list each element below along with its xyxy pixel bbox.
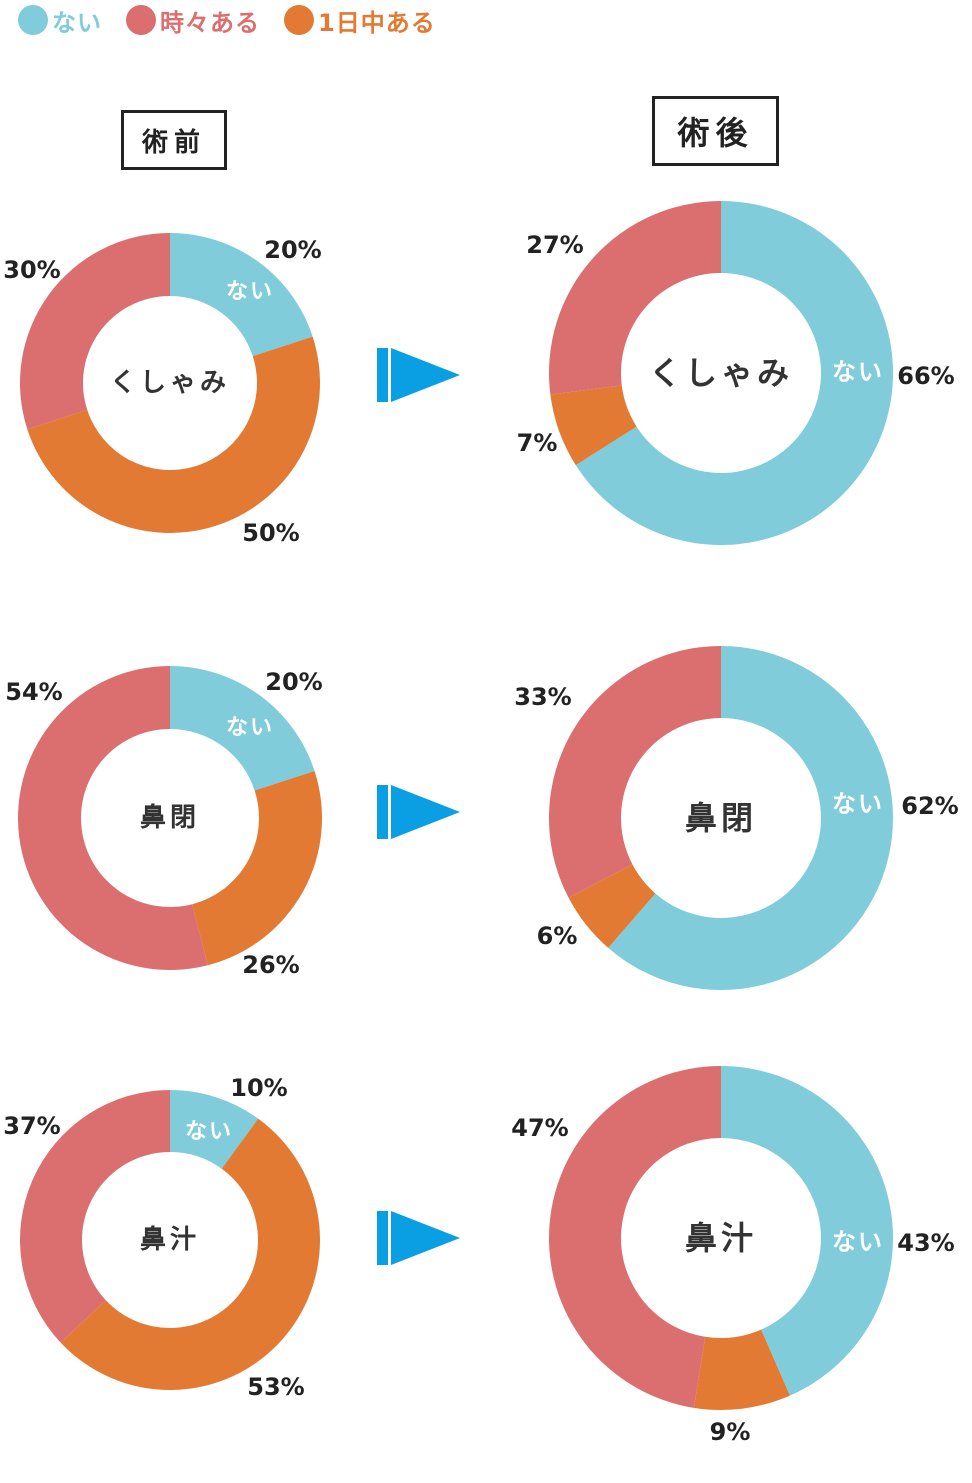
data-label-none: 62%: [901, 792, 958, 820]
donut-chart-4: 鼻閉 62% 6% 33% ない: [514, 646, 959, 990]
donut-chart-1: くしゃみ 20% 50% 30% ない: [3, 233, 322, 547]
slice-sometimes: [20, 233, 170, 430]
center-label: 鼻汁: [685, 1219, 757, 1257]
center-label: くしゃみ: [649, 354, 793, 392]
slice-none: [170, 666, 315, 791]
data-label-none: 10%: [230, 1074, 287, 1102]
arrow-icon: [377, 785, 460, 839]
data-label-all-day: 53%: [247, 1373, 304, 1401]
slice-all-day: [550, 385, 637, 466]
slice-none: [170, 233, 313, 357]
legend-dot-all-day: [284, 5, 314, 35]
arrow-head: [391, 1211, 460, 1265]
arrow-head: [391, 785, 460, 839]
data-label-sometimes: 54%: [5, 678, 62, 706]
arrow-icon: [377, 348, 460, 402]
slice-none: [170, 1090, 259, 1169]
data-label-none: 20%: [265, 668, 322, 696]
data-label-all-day: 50%: [242, 519, 299, 547]
slice-sometimes: [20, 1090, 171, 1343]
data-label-all-day: 9%: [710, 1418, 751, 1446]
data-label-all-day: 7%: [517, 429, 558, 457]
center-label: 鼻汁: [140, 1225, 200, 1255]
data-label-sometimes: 33%: [514, 683, 571, 711]
column-title-after: 術後: [652, 96, 779, 166]
data-label-sometimes: 47%: [511, 1114, 568, 1142]
slice-all-day: [27, 336, 320, 533]
data-label-sometimes: 37%: [3, 1112, 60, 1140]
inner-label-none: ない: [832, 1228, 884, 1256]
legend-item-sometimes: 時々ある: [126, 3, 260, 38]
donut-chart-3: 鼻閉 20% 26% 54% ない: [5, 666, 323, 979]
legend-item-all-day: 1日中ある: [284, 3, 436, 38]
data-label-sometimes: 27%: [526, 231, 583, 259]
center-label: 鼻閉: [685, 799, 757, 837]
inner-label-none: ない: [832, 358, 884, 386]
column-title-before: 術前: [121, 110, 227, 170]
data-label-none: 20%: [264, 236, 321, 264]
slice-sometimes: [549, 1066, 721, 1408]
center-label: くしゃみ: [110, 368, 230, 398]
slice-none: [721, 1066, 893, 1396]
slice-sometimes: [548, 201, 721, 395]
slice-sometimes: [548, 646, 721, 898]
arrow-bar: [377, 1211, 388, 1265]
legend-dot-sometimes: [126, 5, 156, 35]
center-label: 鼻閉: [140, 803, 200, 833]
donut-chart-5: 鼻汁 10% 53% 37% ない: [3, 1074, 320, 1401]
slice-all-day: [693, 1329, 790, 1410]
data-label-none: 66%: [897, 362, 954, 390]
slice-all-day: [568, 864, 656, 948]
data-label-all-day: 6%: [537, 922, 578, 950]
inner-label-none: ない: [226, 716, 274, 741]
donut-chart-6: 鼻汁 43% 9% 47% ない: [511, 1066, 955, 1446]
legend-item-none: ない: [18, 3, 102, 38]
arrow-bar: [377, 348, 388, 402]
legend: ない 時々ある 1日中ある: [18, 2, 460, 38]
slice-none: [575, 201, 893, 545]
data-label-all-day: 26%: [242, 951, 299, 979]
donut-chart-2: くしゃみ 66% 7% 27% ない: [517, 201, 955, 545]
data-label-none: 43%: [897, 1229, 954, 1257]
inner-label-none: ない: [185, 1120, 233, 1145]
inner-label-none: ない: [832, 790, 884, 818]
legend-label-all-day: 1日中ある: [318, 8, 436, 37]
arrow-icon: [377, 1211, 460, 1265]
legend-label-none: ない: [52, 8, 102, 37]
legend-label-sometimes: 時々ある: [160, 8, 260, 37]
slice-all-day: [60, 1118, 320, 1390]
slice-none: [608, 646, 893, 990]
data-label-sometimes: 30%: [3, 256, 60, 284]
inner-label-none: ない: [226, 280, 274, 305]
slice-all-day: [192, 771, 322, 966]
slice-sometimes: [18, 666, 208, 970]
legend-dot-none: [18, 5, 48, 35]
arrow-head: [391, 348, 460, 402]
arrow-bar: [377, 785, 388, 839]
